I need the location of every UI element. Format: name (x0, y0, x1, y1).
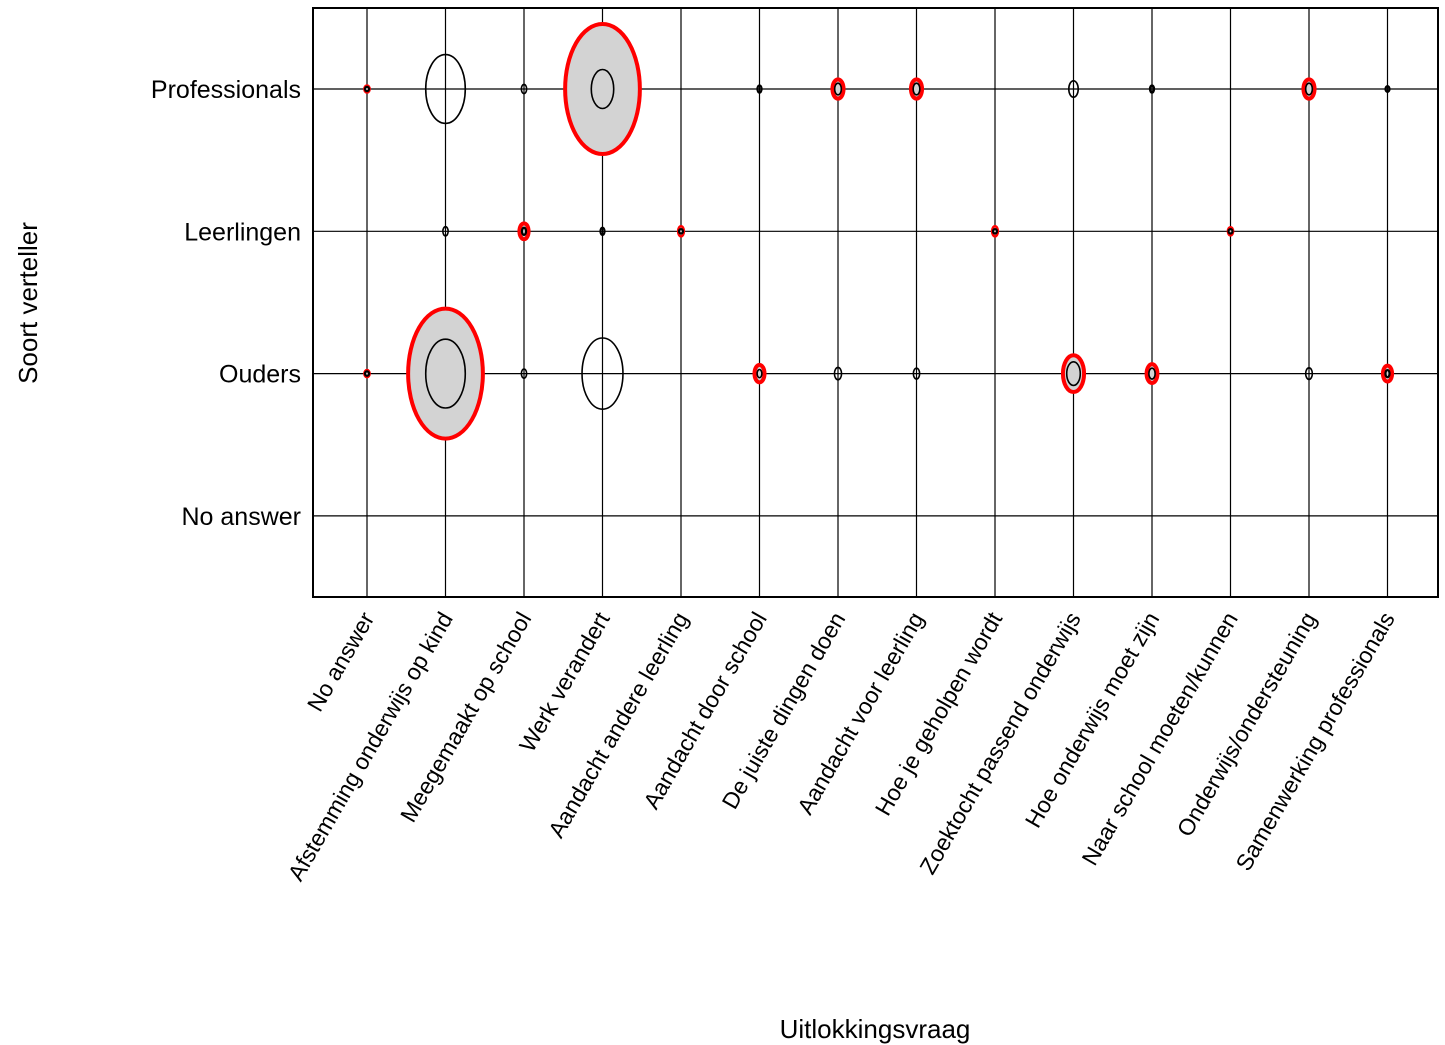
bubble-leerlingen-afstemming-onderwijs-op-kind (442, 225, 449, 237)
bubble-leerlingen-naar-school-moeten-kunnen (1226, 225, 1235, 237)
bubble-ouders-no-answer (363, 368, 371, 379)
expected-bubble (520, 226, 528, 236)
expected-bubble (912, 367, 921, 380)
expected-bubble (912, 82, 921, 96)
y-tick-label: Professionals (151, 76, 301, 104)
x-tick-label: Samenwerking professionals (1230, 608, 1400, 876)
bubble-professionals-onderwijs-ondersteuning (1301, 77, 1317, 101)
x-tick-label: Naar school moeten/kunnen (1076, 608, 1242, 870)
expected-bubble (833, 366, 843, 381)
expected-bubble (1384, 368, 1391, 379)
expected-bubble (756, 84, 763, 94)
bubbles (363, 22, 1395, 441)
y-tick-labels: Professionals Leerlingen Ouders No answer (151, 76, 301, 531)
bubble-ouders-onderwijs-ondersteuning (1304, 366, 1314, 381)
expected-bubble (1148, 84, 1156, 94)
expected-bubble (1304, 82, 1314, 96)
x-tick-label: Zoektocht passend onderwijs (914, 608, 1085, 879)
expected-bubble (1067, 79, 1080, 99)
bubble-ouders-aandacht-door-school (752, 362, 767, 385)
plot-frame (312, 7, 1439, 598)
bubble-ouders-werk-verandert (581, 337, 624, 411)
bubble-professionals-werk-verandert (563, 22, 642, 156)
expected-bubble (677, 228, 685, 235)
bubble-professionals-meegemaakt-op-school (520, 83, 528, 95)
expected-bubble (363, 370, 371, 377)
expected-bubble (520, 368, 528, 379)
bubble-ouders-afstemming-onderwijs-op-kind (406, 306, 485, 441)
grid-lines (313, 8, 1438, 597)
bubble-ouders-hoe-onderwijs-moet-zijn (1144, 362, 1160, 386)
bubble-ouders-meegemaakt-op-school (520, 368, 528, 379)
bubble-ouders-aandacht-voor-leerling (912, 367, 921, 380)
expected-bubble (424, 338, 467, 409)
observed-bubble (1144, 362, 1160, 386)
observed-bubble (752, 362, 767, 385)
y-axis-label: Soort verteller (13, 222, 43, 384)
expected-bubble (1304, 366, 1314, 381)
bubble-leerlingen-meegemaakt-op-school (517, 221, 531, 242)
expected-bubble (424, 53, 467, 125)
observed-bubble (1380, 363, 1395, 384)
y-tick-label: No answer (182, 503, 302, 531)
expected-bubble (520, 83, 528, 95)
expected-bubble (1148, 367, 1156, 380)
bubble-professionals-hoe-onderwijs-moet-zijn (1148, 84, 1156, 94)
x-tick-label: Onderwijs/ondersteuning (1172, 608, 1322, 841)
observed-bubble (517, 221, 531, 242)
x-tick-label: Aandacht andere leerling (543, 608, 693, 842)
x-axis-label: Uitlokkingsvraag (780, 1014, 971, 1044)
expected-bubble (1384, 84, 1391, 94)
bubble-professionals-aandacht-voor-leerling (908, 77, 925, 101)
observed-bubble (406, 306, 485, 441)
bubble-ouders-samenwerking-professionals (1380, 363, 1395, 384)
bubble-professionals-samenwerking-professionals (1384, 84, 1391, 94)
bubble-professionals-zoektocht-passend-onderwijs (1067, 79, 1080, 99)
observed-bubble (563, 22, 642, 156)
bubble-ouders-de-juiste-dingen-doen (833, 366, 843, 381)
observed-bubble (1060, 353, 1087, 394)
x-tick-label: No answer (302, 607, 380, 716)
expected-bubble (1065, 360, 1082, 387)
expected-bubble (590, 68, 615, 110)
x-tick-label: Afstemming onderwijs op kind (283, 608, 458, 886)
y-tick-label: Ouders (219, 361, 301, 389)
y-tick-label: Leerlingen (184, 218, 301, 246)
expected-bubble (442, 225, 449, 237)
expected-bubble (991, 228, 999, 235)
bubble-professionals-no-answer (363, 84, 371, 94)
expected-bubble (581, 337, 624, 411)
bubble-ouders-zoektocht-passend-onderwijs (1060, 353, 1087, 394)
bubble-professionals-aandacht-door-school (756, 84, 763, 94)
expected-bubble (363, 85, 371, 93)
bubble-leerlingen-aandacht-andere-leerling (676, 225, 686, 238)
x-tick-label: Hoe onderwijs moet zijn (1020, 608, 1165, 832)
expected-bubble (833, 82, 843, 96)
bubble-professionals-de-juiste-dingen-doen (830, 77, 846, 101)
bubble-leerlingen-werk-verandert (599, 226, 606, 236)
bubble-leerlingen-hoe-je-geholpen-wordt (990, 225, 1000, 238)
expected-bubble (599, 226, 606, 236)
expected-bubble (756, 368, 763, 379)
bubble-professionals-afstemming-onderwijs-op-kind (424, 53, 467, 125)
expected-bubble (1227, 228, 1234, 235)
